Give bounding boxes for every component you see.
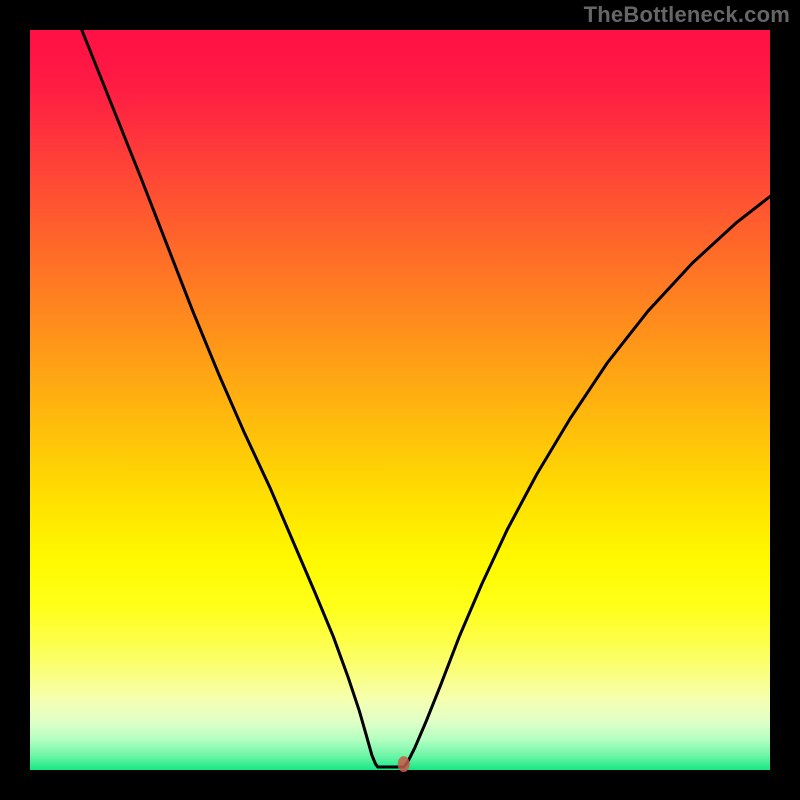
- watermark-text: TheBottleneck.com: [584, 2, 790, 28]
- curve-marker: [398, 756, 410, 772]
- plot-background: [30, 30, 770, 770]
- bottleneck-chart: [0, 0, 800, 800]
- chart-container: TheBottleneck.com: [0, 0, 800, 800]
